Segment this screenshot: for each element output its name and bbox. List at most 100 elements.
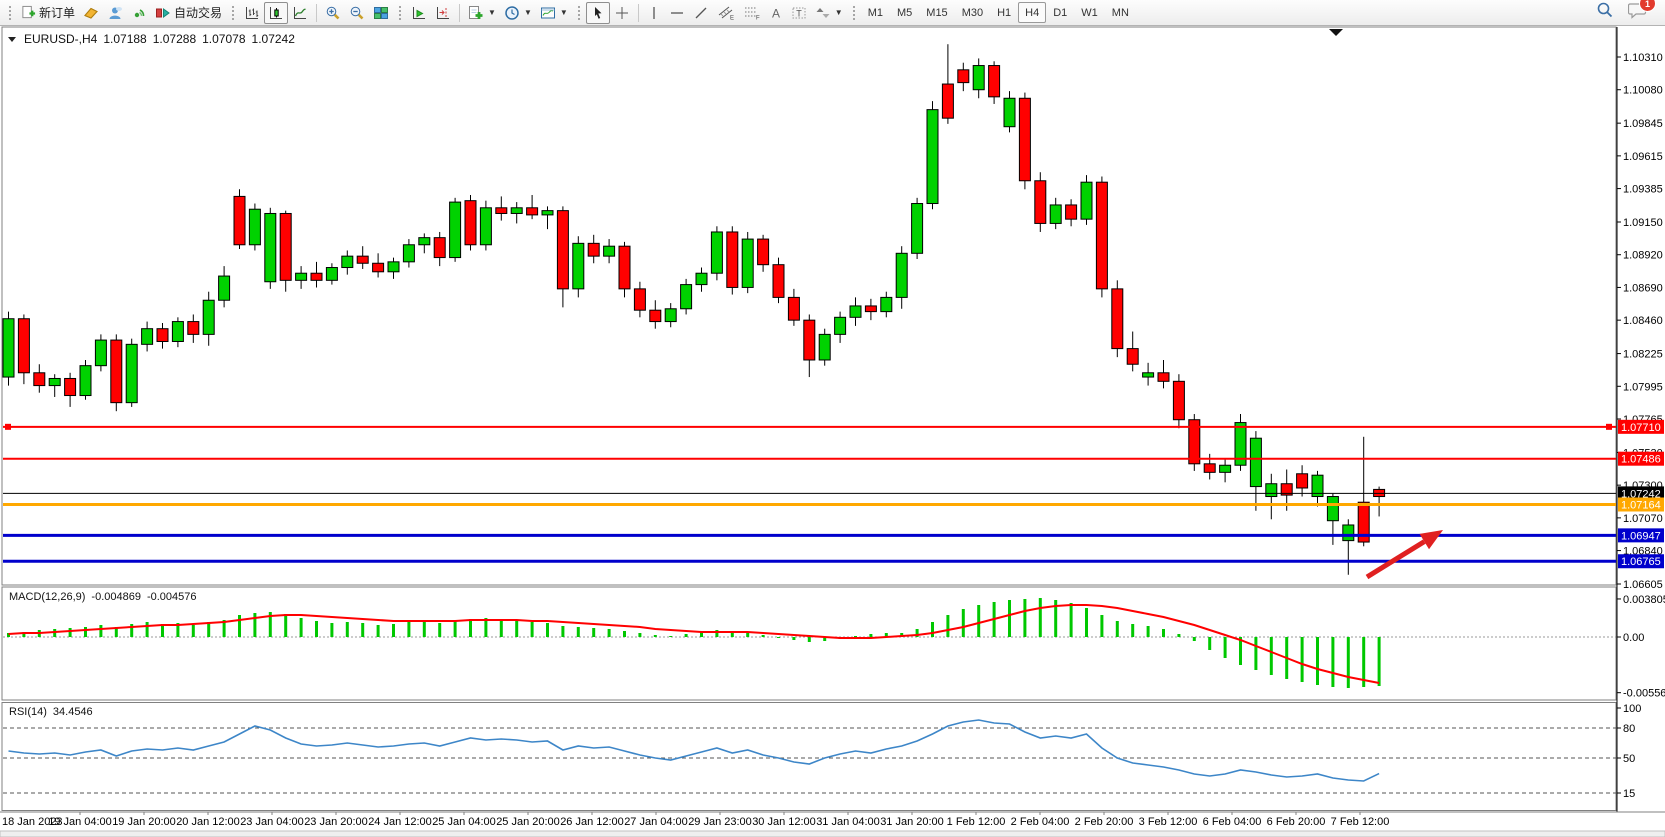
fibonacci-icon: F <box>743 5 761 21</box>
annotation-arrow-shaft[interactable] <box>1365 539 1426 580</box>
trendline-button[interactable] <box>689 2 713 24</box>
candle <box>1172 380 1185 421</box>
time-tick-label: 6 Feb 20:00 <box>1267 816 1326 828</box>
chart-bars-button[interactable] <box>240 2 264 24</box>
fibonacci-button[interactable]: F <box>739 2 765 24</box>
annotation-arrow-head[interactable] <box>1419 530 1443 550</box>
new-order-button[interactable]: 新订单 <box>17 2 79 24</box>
zoom-out-button[interactable] <box>345 2 369 24</box>
candle <box>1188 419 1201 465</box>
candle <box>341 255 354 269</box>
candlestick-chart-icon <box>268 5 284 21</box>
community-button[interactable] <box>103 2 127 24</box>
candle <box>202 299 215 335</box>
candle <box>17 318 30 374</box>
macd-panel[interactable] <box>1 586 1617 701</box>
chart-candles-button[interactable] <box>264 1 289 24</box>
broadcast-icon <box>131 5 147 21</box>
toolbar-grip[interactable] <box>8 4 12 21</box>
candle <box>48 377 61 387</box>
tab-timeframe-h1[interactable]: H1 <box>997 6 1012 19</box>
candle <box>1080 181 1093 220</box>
search-button[interactable] <box>1596 1 1614 24</box>
tab-timeframe-d1[interactable]: D1 <box>1053 6 1068 19</box>
candle <box>1018 97 1031 182</box>
chat-button[interactable]: 1 <box>1627 0 1656 24</box>
toolbar-grip[interactable] <box>231 4 236 21</box>
price-label-text: 1.06765 <box>1621 556 1661 568</box>
tab-timeframe-w1[interactable]: W1 <box>1081 6 1098 19</box>
text-label-button[interactable]: T <box>787 2 811 24</box>
toolbar-grip[interactable] <box>398 4 403 21</box>
chart-shift-button[interactable] <box>431 2 455 24</box>
open-value: 1.07188 <box>103 32 147 46</box>
signals-button[interactable] <box>127 2 151 24</box>
candle <box>1249 437 1262 488</box>
vertical-line-button[interactable] <box>643 2 665 24</box>
candle <box>2 318 15 378</box>
periods-button[interactable]: ▼ <box>500 2 536 24</box>
rsi-tick-label: 50 <box>1623 753 1635 765</box>
macd-tick-label: -0.005569 <box>1623 688 1665 700</box>
history-book-button[interactable] <box>79 2 103 24</box>
candle <box>1311 474 1324 498</box>
text-button[interactable]: A <box>765 2 787 24</box>
crosshair-button[interactable] <box>610 2 634 24</box>
macd-name: MACD(12,26,9) <box>9 591 86 603</box>
candle <box>1126 348 1139 365</box>
price-tick-label: 1.06605 <box>1623 579 1663 591</box>
tab-timeframe-m15[interactable]: M15 <box>926 6 948 19</box>
rsi-panel[interactable] <box>1 702 1617 811</box>
tab-timeframe-m30[interactable]: M30 <box>961 6 984 19</box>
tab-timeframe-m1[interactable]: M1 <box>867 6 883 19</box>
zoom-in-button[interactable] <box>321 2 345 24</box>
time-tick-label: 30 Jan 12:00 <box>752 816 816 828</box>
dropdown-caret: ▼ <box>559 8 568 17</box>
price-label-box <box>1618 419 1664 434</box>
tab-timeframe-mn[interactable]: MN <box>1111 6 1129 19</box>
indicators-button[interactable]: ▼ <box>464 2 500 24</box>
candle <box>33 372 46 387</box>
cursor-button[interactable] <box>585 1 610 24</box>
candle <box>1219 464 1232 473</box>
price-label-box <box>1618 486 1664 501</box>
toolbar-grip[interactable] <box>576 4 581 21</box>
candle <box>787 296 800 321</box>
candle <box>633 288 646 311</box>
main-price-panel[interactable] <box>1 26 1617 586</box>
equidistant-channel-button[interactable]: E <box>713 2 739 24</box>
svg-text:T: T <box>796 8 802 18</box>
rsi-tick-label: 80 <box>1623 723 1635 735</box>
tab-timeframe-h4[interactable]: H4 <box>1018 2 1047 23</box>
tile-windows-button[interactable] <box>369 2 393 24</box>
candle <box>433 237 446 259</box>
candle <box>110 339 123 404</box>
price-tick-label: 1.09150 <box>1623 217 1663 229</box>
candle <box>603 245 616 257</box>
text-label-icon: T <box>791 5 807 21</box>
time-tick-label: 31 Jan 20:00 <box>880 816 944 828</box>
candle <box>156 328 169 342</box>
time-tick-label: 1 Feb 12:00 <box>947 816 1006 828</box>
horizontal-line-button[interactable] <box>665 2 689 24</box>
tab-timeframe-m5[interactable]: M5 <box>897 6 913 19</box>
candle <box>1234 422 1247 466</box>
chart-shift-icon <box>435 5 451 21</box>
candle <box>618 245 631 290</box>
new-order-icon <box>21 5 36 20</box>
templates-button[interactable]: ▼ <box>536 2 572 24</box>
low-value: 1.07078 <box>202 32 246 46</box>
line-handle[interactable] <box>5 423 11 430</box>
chart-shift-marker[interactable] <box>1329 29 1343 36</box>
auto-trading-button[interactable]: 自动交易 <box>151 2 226 24</box>
toolbar-grip[interactable] <box>851 4 856 21</box>
chart-line-button[interactable] <box>288 2 312 24</box>
arrows-button[interactable]: ▼ <box>811 2 847 24</box>
svg-text:E: E <box>730 15 734 21</box>
price-tick-label: 1.08225 <box>1623 349 1663 361</box>
line-handle[interactable] <box>1606 423 1612 430</box>
price-label-box <box>1618 528 1664 543</box>
auto-scroll-button[interactable] <box>407 2 431 24</box>
toolbar-separator <box>316 3 318 22</box>
